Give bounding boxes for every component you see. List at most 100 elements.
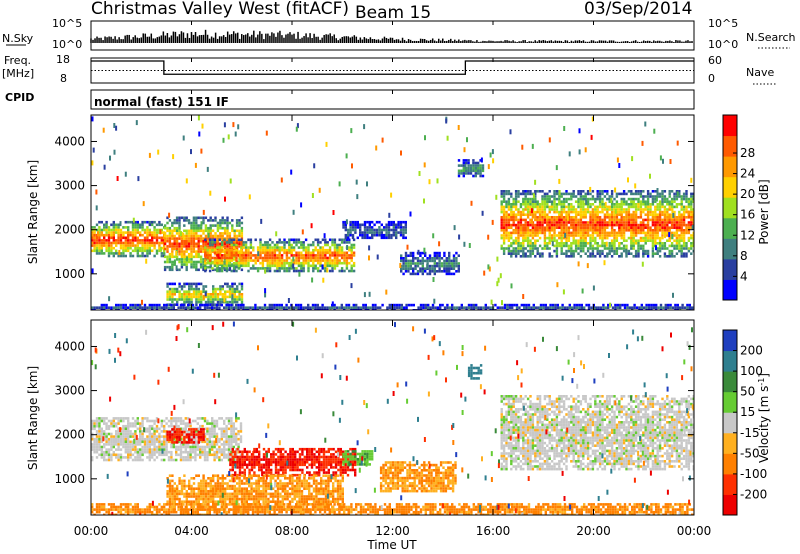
heatmap-cell bbox=[529, 221, 532, 224]
heatmap-cell bbox=[404, 220, 407, 224]
heatmap-cell bbox=[127, 233, 130, 237]
heatmap-speck bbox=[487, 234, 490, 240]
heatmap-cell bbox=[127, 236, 130, 240]
heatmap-speck bbox=[290, 169, 293, 175]
heatmap-cell bbox=[233, 247, 236, 251]
heatmap-cell bbox=[220, 248, 224, 252]
heatmap-cell bbox=[122, 236, 125, 240]
heatmap-cell bbox=[627, 205, 631, 209]
heatmap-cell bbox=[512, 221, 515, 224]
heatmap-cell bbox=[278, 248, 281, 252]
heatmap-cell bbox=[560, 231, 563, 235]
heatmap-cell bbox=[659, 306, 663, 309]
heatmap-cell bbox=[615, 203, 619, 206]
heatmap-cell bbox=[202, 229, 205, 233]
heatmap-cell bbox=[640, 306, 643, 309]
heatmap-cell bbox=[95, 419, 99, 423]
heatmap-cell bbox=[630, 234, 633, 237]
heatmap-cell bbox=[185, 293, 188, 296]
heatmap-cell bbox=[579, 244, 583, 248]
heatmap-cell bbox=[505, 223, 508, 227]
heatmap-cell bbox=[180, 252, 184, 256]
heatmap-cell bbox=[661, 210, 664, 214]
heatmap-cell bbox=[589, 234, 592, 237]
heatmap-cell bbox=[658, 213, 662, 216]
heatmap-cell bbox=[682, 242, 686, 245]
heatmap-cell bbox=[608, 234, 611, 237]
heatmap-cell bbox=[141, 458, 144, 462]
heatmap-speck bbox=[390, 192, 393, 198]
heatmap-cell bbox=[115, 241, 118, 245]
heatmap-cell bbox=[670, 252, 674, 255]
heatmap-cell bbox=[606, 255, 609, 258]
heatmap-cell bbox=[112, 437, 115, 441]
heatmap-cell bbox=[606, 210, 609, 214]
heatmap-cell bbox=[676, 303, 679, 307]
heatmap-cell bbox=[598, 231, 602, 235]
heatmap-cell bbox=[240, 242, 244, 246]
heatmap-cell bbox=[166, 265, 169, 269]
heatmap-cell bbox=[562, 221, 566, 224]
heatmap-cell bbox=[577, 200, 580, 203]
heatmap-cell bbox=[230, 248, 233, 252]
heatmap-cell bbox=[620, 218, 623, 222]
heatmap-cell bbox=[644, 249, 647, 253]
heatmap-cell bbox=[264, 254, 267, 257]
heatmap-cell bbox=[457, 254, 460, 257]
heatmap-cell bbox=[586, 231, 590, 235]
heatmap-cell bbox=[141, 220, 144, 224]
heatmap-cell bbox=[502, 200, 506, 203]
heatmap-cell bbox=[192, 216, 196, 220]
heatmap-cell bbox=[618, 229, 621, 232]
heatmap-cell bbox=[615, 216, 619, 219]
heatmap-cell bbox=[103, 252, 106, 255]
heatmap-cell bbox=[247, 264, 250, 268]
heatmap-cell bbox=[692, 234, 694, 237]
heatmap-cell bbox=[238, 219, 241, 222]
heatmap-cell bbox=[560, 234, 563, 237]
heatmap-cell bbox=[148, 241, 151, 245]
heatmap-speck bbox=[186, 256, 188, 262]
heatmap-cell bbox=[195, 268, 198, 272]
heatmap-cell bbox=[397, 226, 400, 229]
heatmap-cell bbox=[91, 422, 94, 425]
heatmap-cell bbox=[474, 161, 477, 165]
heatmap-cell bbox=[202, 216, 205, 220]
heatmap-cell bbox=[469, 169, 473, 173]
heatmap-cell bbox=[185, 232, 188, 235]
heatmap-cell bbox=[385, 236, 388, 240]
heatmap-cell bbox=[494, 303, 497, 307]
heatmap-cell bbox=[134, 450, 137, 454]
heatmap-cell bbox=[409, 267, 412, 270]
heatmap-cell bbox=[586, 234, 590, 237]
heatmap-cell bbox=[620, 208, 623, 211]
heatmap-cell bbox=[536, 210, 539, 214]
heatmap-cell bbox=[352, 238, 356, 242]
heatmap-cell bbox=[613, 249, 616, 253]
heatmap-cell bbox=[361, 233, 364, 237]
heatmap-cell bbox=[202, 250, 205, 253]
heatmap-cell bbox=[555, 252, 559, 255]
heatmap-cell bbox=[268, 303, 271, 307]
heatmap-cell bbox=[218, 256, 221, 260]
heatmap-cell bbox=[185, 250, 188, 253]
heatmap-cell bbox=[460, 303, 463, 307]
heatmap-cell bbox=[477, 166, 480, 170]
heatmap-cell bbox=[285, 261, 289, 265]
heatmap-speck bbox=[521, 144, 524, 150]
heatmap-cell bbox=[146, 456, 149, 459]
heatmap-cell bbox=[139, 424, 142, 428]
heatmap-cell bbox=[129, 448, 132, 451]
heatmap-speck bbox=[182, 232, 185, 238]
heatmap-cell bbox=[233, 293, 236, 296]
heatmap-cell bbox=[192, 287, 196, 291]
heatmap-cell bbox=[502, 252, 506, 255]
heatmap-cell bbox=[524, 192, 527, 196]
heatmap-cell bbox=[651, 231, 655, 235]
heatmap-cell bbox=[266, 306, 269, 309]
heatmap-cell bbox=[537, 306, 540, 309]
heatmap-cell bbox=[522, 223, 525, 227]
heatmap-speck bbox=[436, 178, 439, 184]
heatmap-cell bbox=[529, 192, 532, 196]
heatmap-cell bbox=[185, 237, 188, 240]
